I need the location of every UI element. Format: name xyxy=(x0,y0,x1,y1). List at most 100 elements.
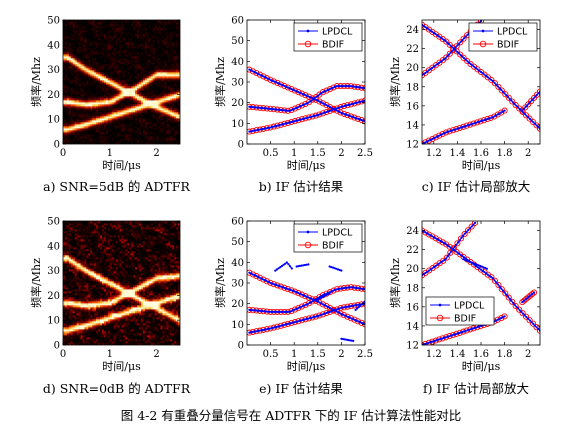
heatmap-cell xyxy=(80,22,83,25)
heatmap-cell xyxy=(68,70,72,73)
heatmap-cell xyxy=(78,259,81,262)
heatmap-cell xyxy=(129,22,132,25)
heatmap-cell xyxy=(121,28,124,31)
heatmap-cell xyxy=(162,46,165,49)
heatmap-cell xyxy=(141,34,144,37)
heatmap-cell xyxy=(96,46,99,49)
heatmap-cell xyxy=(137,20,140,23)
data-point xyxy=(267,76,274,83)
heatmap-cell xyxy=(139,52,142,55)
heatmap-cell xyxy=(109,36,113,39)
heatmap-cell xyxy=(74,110,78,113)
heatmap-cell xyxy=(66,56,70,59)
heatmap-cell xyxy=(72,227,76,230)
heatmap-cell xyxy=(88,110,91,113)
heatmap-cell xyxy=(70,269,74,272)
heatmap-cell xyxy=(86,56,89,59)
heatmap-cell xyxy=(119,124,122,127)
heatmap-cell xyxy=(164,102,167,105)
heatmap-cell xyxy=(96,130,99,133)
heatmap-cell xyxy=(162,110,165,113)
heatmap-cell xyxy=(111,56,115,59)
heatmap-cell xyxy=(74,112,78,115)
heatmap-cell xyxy=(74,299,78,302)
heatmap-cell xyxy=(125,118,128,121)
heatmap-cell xyxy=(137,62,140,65)
heatmap-cell xyxy=(63,227,66,230)
heatmap-cell xyxy=(96,82,99,85)
heatmap-cell xyxy=(131,142,134,144)
heatmap-cell xyxy=(170,48,173,51)
data-point xyxy=(313,114,316,117)
heatmap-cell xyxy=(178,114,180,117)
heatmap-cell xyxy=(129,30,132,33)
heatmap-cell xyxy=(164,70,167,73)
heatmap-cell xyxy=(166,106,169,109)
heatmap-cell xyxy=(102,78,105,81)
heatmap-cell xyxy=(174,122,177,125)
heatmap-cell xyxy=(154,116,157,119)
data-point xyxy=(512,102,519,109)
heatmap-cell xyxy=(70,86,74,89)
heatmap-cell xyxy=(100,54,103,57)
heatmap-cell xyxy=(76,60,79,63)
heatmap-cell xyxy=(111,116,115,119)
heatmap-cell xyxy=(66,251,70,254)
heatmap-cell xyxy=(164,24,167,27)
heatmap-cell xyxy=(64,112,68,115)
heatmap-cell xyxy=(111,32,115,35)
heatmap-cell xyxy=(144,108,148,111)
data-point xyxy=(288,85,295,93)
heatmap-cell xyxy=(174,78,177,81)
heatmap-cell xyxy=(125,56,128,59)
heatmap-cell xyxy=(127,54,130,57)
heatmap-cell xyxy=(174,66,177,69)
heatmap-cell xyxy=(76,80,79,83)
heatmap-cell xyxy=(117,46,120,49)
heatmap-cell xyxy=(172,116,175,119)
heatmap-cell xyxy=(164,96,167,99)
data-point xyxy=(300,92,303,95)
heatmap-cell xyxy=(158,142,161,144)
heatmap-cell xyxy=(174,24,177,27)
heatmap-cell xyxy=(96,134,99,137)
heatmap-cell xyxy=(63,110,66,113)
heatmap-cell xyxy=(68,20,72,23)
heatmap-cell xyxy=(131,112,134,115)
heatmap-cell xyxy=(125,98,128,101)
heatmap-cell xyxy=(117,34,120,37)
heatmap-cell xyxy=(82,72,85,75)
heatmap-cell xyxy=(148,86,152,89)
heatmap-cell xyxy=(72,86,76,89)
heatmap-cell xyxy=(88,32,91,35)
heatmap-cell xyxy=(154,84,157,87)
heatmap-cell xyxy=(115,120,118,123)
heatmap-cell xyxy=(166,40,169,43)
heatmap-cell xyxy=(76,233,79,236)
heatmap-cell xyxy=(148,138,152,141)
heatmap-cell xyxy=(148,104,152,107)
heatmap-cell xyxy=(152,20,156,23)
data-point xyxy=(486,76,489,79)
heatmap-cell xyxy=(121,20,124,23)
heatmap-cell xyxy=(70,106,74,109)
heatmap-cell xyxy=(107,102,111,105)
heatmap-cell xyxy=(160,122,163,125)
data-point xyxy=(485,74,488,77)
heatmap-cell xyxy=(78,317,81,320)
heatmap-cell xyxy=(158,84,161,87)
heatmap-cell xyxy=(154,68,157,71)
data-point xyxy=(323,103,326,106)
heatmap-cell xyxy=(100,92,103,95)
heatmap-cell xyxy=(160,24,163,27)
heatmap-cell xyxy=(137,46,140,49)
heatmap-cell xyxy=(68,122,72,125)
heatmap-cell xyxy=(141,32,144,35)
heatmap-cell xyxy=(152,34,156,37)
heatmap-cell xyxy=(72,96,76,99)
heatmap-cell xyxy=(78,42,81,45)
heatmap-cell xyxy=(115,72,118,75)
heatmap-cell xyxy=(146,24,150,27)
data-point xyxy=(481,72,484,75)
heatmap-cell xyxy=(141,62,144,65)
